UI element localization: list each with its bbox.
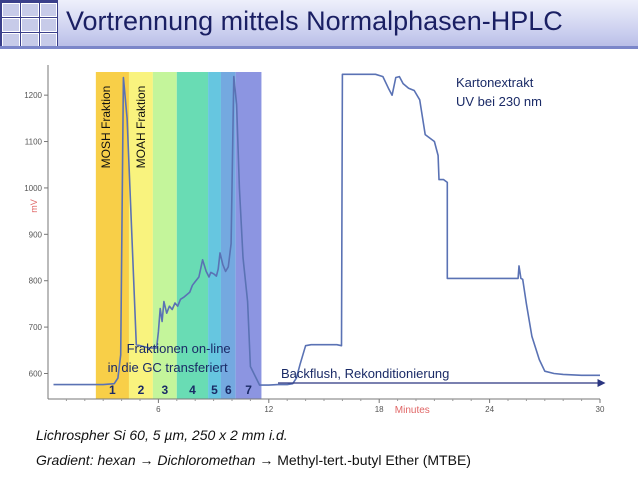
band-note-line-1: Fraktionen on-line xyxy=(127,341,231,356)
x-tick-label-6: 6 xyxy=(156,405,161,414)
x-axis-label: Minutes xyxy=(395,405,430,416)
y-tick-label-700: 700 xyxy=(29,323,43,332)
gradient-italic: Gradient: hexan → Dichloromethan → xyxy=(36,452,274,468)
fraction-label-4: 4 xyxy=(189,383,196,397)
uv-trace xyxy=(53,73,600,386)
x-tick-label-30: 30 xyxy=(596,405,605,414)
moah-fraction-label: MOAH Fraktion xyxy=(134,86,148,169)
fraction-label-3: 3 xyxy=(161,383,168,397)
x-tick-label-18: 18 xyxy=(375,405,384,414)
y-tick-label-800: 800 xyxy=(29,277,43,286)
fraction-band-5 xyxy=(208,72,221,399)
legend-line-1: Kartonextrakt xyxy=(456,75,534,90)
title-underline xyxy=(0,46,638,49)
band-note-line-2: in die GC transferiert xyxy=(108,360,228,375)
fraction-band-4 xyxy=(176,72,209,399)
gradient-rest: Methyl-tert.-butyl Ether (MTBE) xyxy=(277,452,471,468)
backflush-arrow-head xyxy=(597,379,606,387)
logo xyxy=(0,0,58,48)
page-title: Vortrennung mittels Normalphasen-HPLC xyxy=(66,6,563,36)
gradient-caption: Gradient: hexan → Dichloromethan → Methy… xyxy=(36,452,471,468)
backflush-label: Backflush, Rekonditionierung xyxy=(281,366,449,381)
y-axis-label: mV xyxy=(29,199,39,213)
fraction-band-7 xyxy=(235,72,262,399)
x-tick-label-24: 24 xyxy=(485,405,494,414)
fraction-label-6: 6 xyxy=(225,383,232,397)
title-bar: Vortrennung mittels Normalphasen-HPLC xyxy=(0,0,638,49)
y-tick-label-1200: 1200 xyxy=(24,91,42,100)
x-tick-label-12: 12 xyxy=(264,405,273,414)
fraction-label-5: 5 xyxy=(211,383,218,397)
fraction-label-1: 1 xyxy=(109,383,116,397)
mosh-fraction-label: MOSH Fraktion xyxy=(99,86,113,169)
legend-line-2: UV bei 230 nm xyxy=(456,94,542,109)
y-tick-label-1100: 1100 xyxy=(25,138,43,147)
fraction-label-2: 2 xyxy=(138,383,145,397)
y-tick-label-1000: 1000 xyxy=(24,184,42,193)
column-caption: Lichrospher Si 60, 5 µm, 250 x 2 mm i.d. xyxy=(36,427,288,443)
y-tick-label-900: 900 xyxy=(29,230,43,239)
y-tick-label-600: 600 xyxy=(29,369,43,378)
fraction-label-7: 7 xyxy=(245,383,252,397)
